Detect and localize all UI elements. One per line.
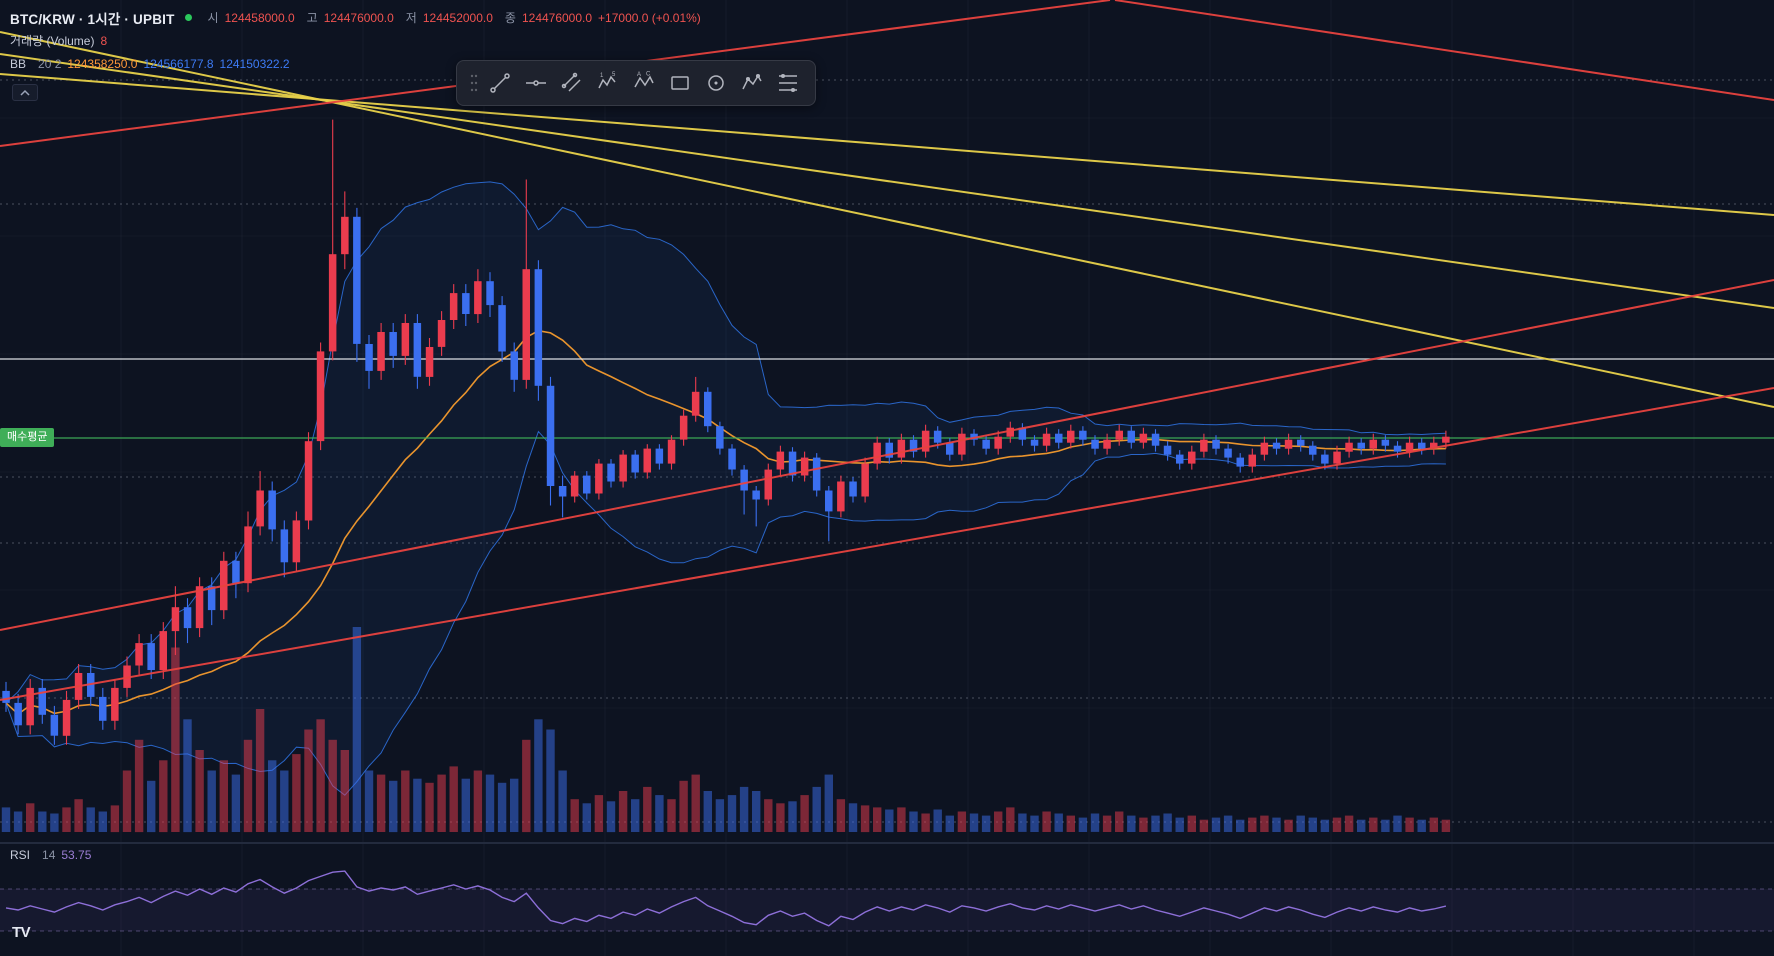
chevron-up-icon (20, 89, 30, 96)
open-value: 124458000.0 (224, 10, 295, 25)
volume-value: 8 (100, 33, 108, 48)
ellipse-tool-button[interactable] (699, 66, 733, 100)
svg-text:C: C (646, 72, 651, 78)
open-label: 시 (207, 11, 219, 25)
bb-lower-value: 124150322.2 (219, 56, 290, 71)
svg-text:5: 5 (612, 72, 616, 78)
yellow-trendline[interactable] (0, 53, 1774, 309)
polyline-tool-button[interactable] (735, 66, 769, 100)
volume-label[interactable]: 거래량 (Volume) (10, 34, 95, 48)
volume-legend-row: 거래량 (Volume) 8 (10, 29, 701, 52)
red-trendline[interactable] (0, 279, 1774, 631)
change-value: +17000.0 (+0.01%) (598, 10, 701, 25)
buy-average-badge[interactable]: 매수평균 (0, 428, 55, 447)
rsi-value: 53.75 (61, 848, 92, 862)
symbol-legend-row: BTC/KRW · 1시간 · UPBIT 시 124458000.0 고 12… (10, 6, 701, 29)
close-label: 종 (504, 11, 516, 25)
bb-upper-value: 124566177.8 (143, 56, 214, 71)
rsi-legend: RSI 14 53.75 (10, 848, 91, 862)
bb-label[interactable]: BB (10, 56, 27, 71)
chart-legend: BTC/KRW · 1시간 · UPBIT 시 124458000.0 고 12… (10, 6, 701, 75)
candlestick-series (2, 119, 1450, 745)
parallel-channel-tool-button[interactable] (555, 66, 589, 100)
market-status-icon (184, 14, 192, 21)
svg-text:A: A (637, 72, 641, 78)
symbol-title[interactable]: BTC/KRW · 1시간 · UPBIT (10, 11, 175, 27)
rectangle-tool-button[interactable] (663, 66, 697, 100)
low-value: 124452000.0 (422, 10, 493, 25)
trendlines (0, 0, 1774, 701)
rsi-label[interactable]: RSI (10, 848, 31, 862)
red-trendline[interactable] (0, 387, 1774, 701)
volume-series (1, 627, 1451, 833)
trend-line-icon (490, 73, 510, 93)
parallel-channel-icon (561, 72, 581, 92)
bb-legend-row: BB 20 2 124358250.0 124566177.8 12415032… (10, 52, 701, 75)
high-value: 124476000.0 (323, 10, 394, 25)
yellow-trendline[interactable] (0, 73, 1774, 216)
fib-retracement-icon (779, 73, 797, 93)
trend-line-tool-button[interactable] (483, 66, 517, 100)
collapse-legend-button[interactable] (12, 84, 38, 101)
polyline-icon (742, 73, 762, 90)
horizontal-line-tool-button[interactable] (519, 66, 553, 100)
bb-basis-value: 124358250.0 (67, 56, 138, 71)
ellipse-icon (708, 75, 724, 91)
toolbar-drag-handle[interactable] (467, 71, 481, 95)
red-trendline[interactable] (1114, 0, 1774, 101)
svg-text:1: 1 (600, 73, 604, 79)
fib-retracement-tool-button[interactable] (771, 66, 805, 100)
bb-params: 20 2 (38, 56, 62, 71)
horizontal-line-icon (526, 80, 546, 86)
rectangle-icon (671, 76, 689, 90)
rsi-pane (0, 870, 1774, 932)
tradingview-logo[interactable]: TV (12, 924, 31, 941)
horizontal-lines (0, 358, 1774, 439)
drag-dots-icon (470, 74, 478, 92)
rsi-period: 14 (42, 848, 56, 862)
yellow-trendline[interactable] (0, 31, 1774, 408)
high-label: 고 (306, 11, 318, 25)
low-label: 저 (405, 11, 417, 25)
close-value: 124476000.0 (521, 10, 593, 25)
